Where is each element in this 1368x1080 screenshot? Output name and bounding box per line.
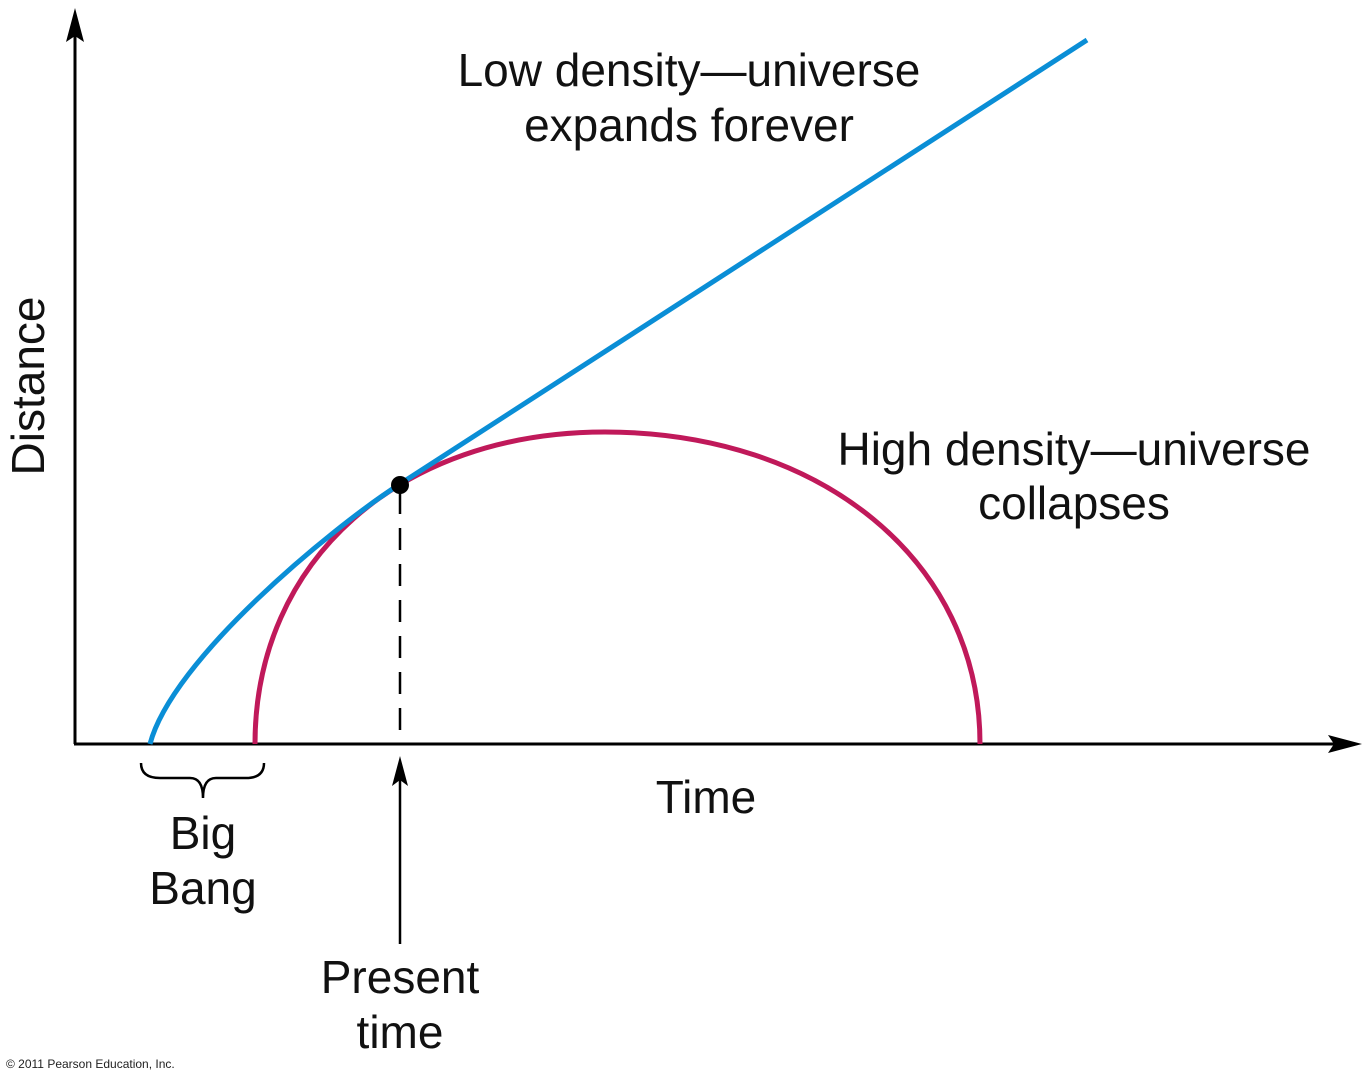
x-axis-arrowhead [1328,735,1362,753]
high-density-curve [252,429,983,745]
present-point [391,476,409,494]
present-time-label-line1: Present [321,951,480,1003]
low-density-label-line1: Low density—universe [458,44,921,96]
copyright: © 2011 Pearson Education, Inc. [6,1057,175,1071]
present-time-label-line2: time [357,1006,444,1058]
big-bang-label-line1: Big [170,807,236,859]
high-density-label-line2: collapses [978,477,1170,529]
x-axis-label: Time [656,771,757,823]
present-arrowhead [392,756,408,786]
y-axis-arrowhead [66,8,84,42]
low-density-label-line2: expands forever [524,99,854,151]
low-density-curve [147,37,1089,745]
y-axis-label: Distance [2,297,54,476]
big-bang-brace [139,762,266,799]
big-bang-label-line2: Bang [149,862,256,914]
high-density-label-line1: High density—universe [837,423,1310,475]
